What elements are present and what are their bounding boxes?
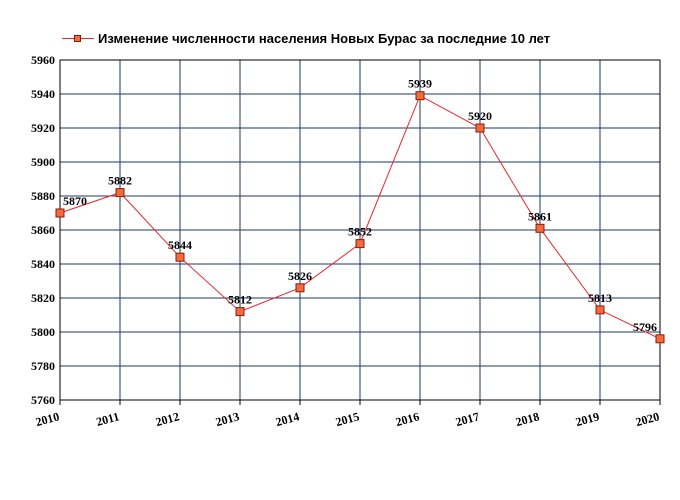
data-label: 5812 xyxy=(228,293,252,307)
data-label: 5882 xyxy=(108,174,132,188)
data-label: 5826 xyxy=(288,269,312,283)
x-tick-label: 2016 xyxy=(394,409,421,429)
x-tick-label: 2019 xyxy=(574,409,601,429)
data-point-marker xyxy=(175,252,185,262)
data-labels: 5870 5882 5844 5812 5826 5852 5939 5920 5861 5813… xyxy=(63,77,657,334)
data-label: 5920 xyxy=(468,109,492,123)
data-label: 5852 xyxy=(348,225,372,239)
data-point-marker xyxy=(595,305,605,315)
data-point-marker xyxy=(55,208,65,218)
data-point-marker xyxy=(295,283,305,293)
data-point-marker xyxy=(115,188,125,198)
y-tick-label: 5780 xyxy=(31,359,55,373)
x-tick-label: 2013 xyxy=(214,409,241,429)
y-tick-label: 5860 xyxy=(31,223,55,237)
y-tick-label: 5840 xyxy=(31,257,55,271)
data-label: 5870 xyxy=(63,194,87,208)
series xyxy=(55,91,665,344)
data-label: 5939 xyxy=(408,77,432,91)
y-tick-label: 5760 xyxy=(31,393,55,407)
y-tick-label: 5900 xyxy=(31,155,55,169)
data-point-marker xyxy=(475,123,485,133)
y-tick-label: 5800 xyxy=(31,325,55,339)
data-label: 5813 xyxy=(588,291,612,305)
data-point-marker xyxy=(415,91,425,101)
x-tick-label: 2020 xyxy=(634,409,661,429)
data-point-marker xyxy=(655,334,665,344)
x-tick-label: 2014 xyxy=(274,409,301,429)
legend-marker-icon xyxy=(62,32,94,46)
y-tick-label: 5920 xyxy=(31,121,55,135)
data-point-marker xyxy=(355,239,365,249)
x-tick-label: 2018 xyxy=(514,409,541,429)
x-tick-label: 2015 xyxy=(334,409,361,429)
x-tick-label: 2017 xyxy=(454,409,481,429)
data-point-marker xyxy=(535,223,545,233)
x-tick-label: 2010 xyxy=(34,409,61,429)
x-tick-label: 2012 xyxy=(154,409,181,429)
axes: 5760 5780 5800 5820 5840 5860 5880 5900 5920 5940… xyxy=(31,53,661,429)
y-tick-label: 5940 xyxy=(31,87,55,101)
plot-frame xyxy=(59,59,661,401)
x-tick-label: 2011 xyxy=(95,409,121,429)
data-point-marker xyxy=(235,307,245,317)
y-tick-label: 5820 xyxy=(31,291,55,305)
data-label: 5796 xyxy=(633,320,657,334)
legend-label: Изменение численности населения Новых Бу… xyxy=(98,31,551,46)
chart-legend: Изменение численности населения Новых Бу… xyxy=(62,31,550,46)
y-tick-label: 5880 xyxy=(31,189,55,203)
data-label: 5844 xyxy=(168,238,192,252)
data-label: 5861 xyxy=(528,209,552,223)
y-tick-label: 5960 xyxy=(31,53,55,67)
